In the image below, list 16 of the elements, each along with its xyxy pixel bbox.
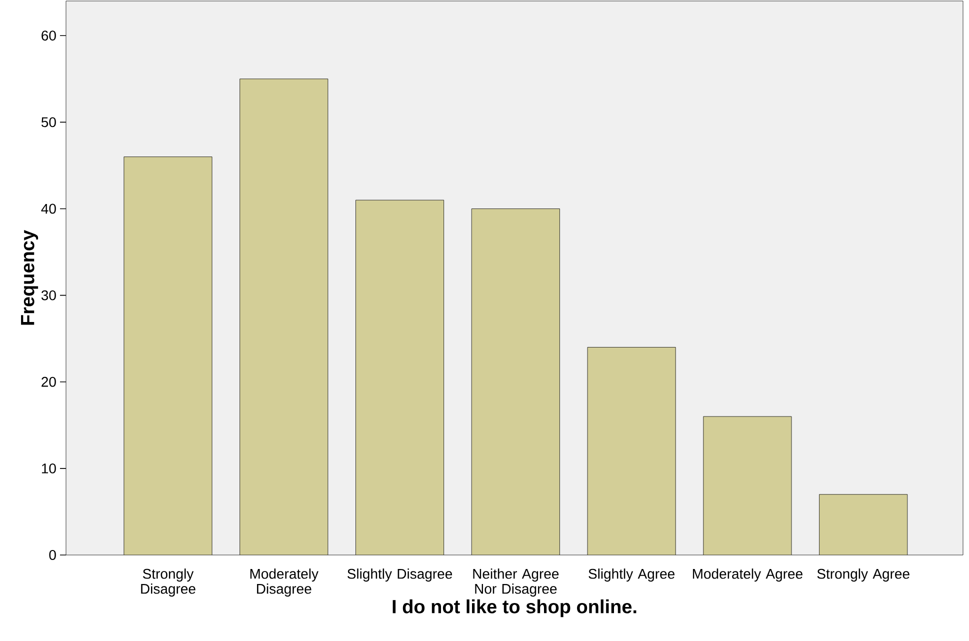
x-tick-label: Slightly Agree <box>588 568 674 582</box>
x-tick-label: Moderately Agree <box>692 568 802 582</box>
y-tick-label: 30 <box>41 290 56 300</box>
x-tick-label: Moderately Disagree <box>250 568 318 597</box>
y-tick-label: 50 <box>41 117 56 128</box>
x-tick-label: Neither Agree Nor Disagree <box>473 568 559 597</box>
x-axis-title: I do not like to shop online. <box>392 599 636 618</box>
y-tick-label: 60 <box>42 30 56 41</box>
x-tick-label: Strongly Agree <box>817 568 910 582</box>
x-tick-label: Strongly Disagree <box>141 568 196 597</box>
x-tick-label: Slightly Disagree <box>348 568 452 582</box>
y-tick-label: 20 <box>42 376 56 387</box>
y-tick-label: 10 <box>42 463 56 474</box>
y-tick-label: 0 <box>49 550 56 560</box>
y-tick-label: 40 <box>41 204 56 214</box>
y-axis-title: Frequency <box>21 230 38 325</box>
